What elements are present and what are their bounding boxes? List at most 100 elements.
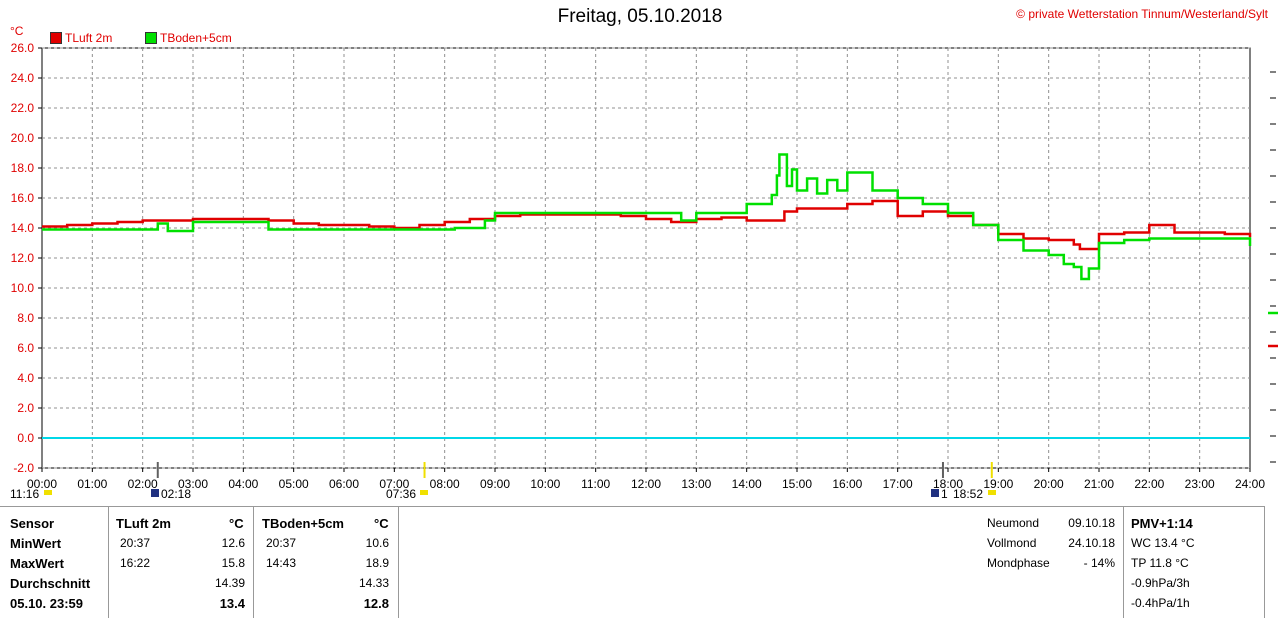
x-tick-label: 09:00 [480,477,510,491]
legend-label-tboden: TBoden+5cm [160,31,232,45]
y-axis-unit: °C [10,24,24,38]
moon-label: Neumond [987,516,1040,530]
moon-value: 24.10.18 [1068,536,1115,550]
table-divider [1264,506,1265,618]
legend-label-tluft: TLuft 2m [65,31,113,45]
y-tick-label: 14.0 [11,221,35,235]
x-tick-label: 03:00 [178,477,208,491]
sunrise-time: 07:36 [386,487,416,501]
y-tick-label: 8.0 [17,311,34,325]
stat-value-tboden: 10.6 [365,536,389,550]
table-top-border [0,506,1265,507]
stat-time-tluft: 20:37 [120,536,151,550]
x-tick-label: 21:00 [1084,477,1114,491]
x-tick-label: 04:00 [228,477,258,491]
x-tick-label: 14:00 [732,477,762,491]
x-tick-label: 17:00 [883,477,913,491]
stat-time-tluft: 16:22 [120,556,151,570]
moon-label: Vollmond [987,536,1037,550]
x-tick-label: 12:00 [631,477,661,491]
legend-swatch-tboden [145,32,157,44]
y-tick-label: 2.0 [17,401,34,415]
x-tick-label: 24:00 [1235,477,1265,491]
y-tick-label: 0.0 [17,431,34,445]
y-tick-label: 10.0 [11,281,35,295]
x-tick-label: 01:00 [77,477,107,491]
table-divider [253,506,254,618]
y-tick-label: 16.0 [11,191,35,205]
x-tick-label: 05:00 [279,477,309,491]
stat-value-tluft: 12.6 [221,536,245,550]
table-divider [398,506,399,618]
pmv-title: PMV+1:14 [1131,516,1193,531]
y-tick-label: 22.0 [11,101,35,115]
x-tick-label: 02:00 [128,477,158,491]
pmv-line: -0.4hPa/1h [1131,596,1190,610]
x-tick-label: 13:00 [681,477,711,491]
y-tick-label: 12.0 [11,251,35,265]
x-tick-label: 23:00 [1185,477,1215,491]
pmv-line: WC 13.4 °C [1131,536,1195,550]
x-tick-label: 19:00 [983,477,1013,491]
moon-label: 1 [941,487,948,501]
marker-time-left: 11:16 [10,487,39,501]
x-tick-label: 15:00 [782,477,812,491]
x-tick-label: 20:00 [1034,477,1064,491]
pmv-line: -0.9hPa/3h [1131,576,1190,590]
table-divider [1123,506,1124,618]
table-divider [108,506,109,618]
y-tick-label: 26.0 [11,41,35,55]
x-tick-label: 18:00 [933,477,963,491]
sunset-time: 18:52 [953,487,983,501]
moon-icon [931,489,939,497]
tluft-unit: °C [229,516,244,531]
y-tick-label: 18.0 [11,161,35,175]
x-tick-label: 00:00 [27,477,57,491]
moon-value: - 14% [1083,556,1115,570]
stat-value-tboden: 12.8 [363,596,389,611]
moonrise-time: 02:18 [161,487,191,501]
sun-icon [420,490,428,495]
stat-value-tluft: 13.4 [219,596,245,611]
x-tick-label: 22:00 [1134,477,1164,491]
moon-value: 09.10.18 [1068,516,1115,530]
legend-tboden: TBoden+5cm [145,31,232,45]
stat-label: 05.10. 23:59 [10,596,84,611]
x-tick-label: 08:00 [430,477,460,491]
stat-value-tboden: 14.33 [358,576,389,590]
stat-value-tboden: 18.9 [365,556,389,570]
stat-value-tluft: 14.39 [214,576,245,590]
pmv-line: TP 11.8 °C [1131,556,1189,570]
stats-table: Sensor TLuft 2m °C TBoden+5cm °C MinWert… [0,506,1265,618]
stat-value-tluft: 15.8 [221,556,245,570]
stat-label: MinWert [10,536,62,551]
y-tick-label: 4.0 [17,371,34,385]
tluft-header: TLuft 2m [116,516,171,531]
chart-title: Freitag, 05.10.2018 [557,6,723,27]
x-tick-label: 06:00 [329,477,359,491]
x-tick-label: 10:00 [530,477,560,491]
copyright-text: © private Wetterstation Tinnum/Westerlan… [1016,7,1268,21]
y-tick-label: 24.0 [11,71,35,85]
tboden-unit: °C [374,516,389,531]
y-tick-label: 20.0 [11,131,35,145]
moon-label: Mondphase [987,556,1050,570]
sun-icon [44,490,52,495]
x-tick-label: 11:00 [581,477,610,491]
stat-time-tboden: 14:43 [266,556,297,570]
y-tick-label: 6.0 [17,341,34,355]
stat-time-tboden: 20:37 [266,536,297,550]
tboden-header: TBoden+5cm [262,516,344,531]
y-tick-label: -2.0 [13,461,34,475]
legend-swatch-tluft [50,32,62,44]
sensor-header: Sensor [10,516,55,531]
stat-label: Durchschnitt [10,576,91,591]
legend-tluft: TLuft 2m [50,31,112,45]
x-tick-label: 07:00 [379,477,409,491]
temperature-chart: -2.0 0.0 2.0 4.0 6.0 8.0 10.0 12.0 14.0 16.0 18.0 2… [10,41,1278,501]
series-line-tboden [42,153,1252,281]
sun-icon [988,490,996,495]
x-tick-label: 16:00 [832,477,862,491]
moon-icon [151,489,159,497]
stat-label: MaxWert [10,556,64,571]
